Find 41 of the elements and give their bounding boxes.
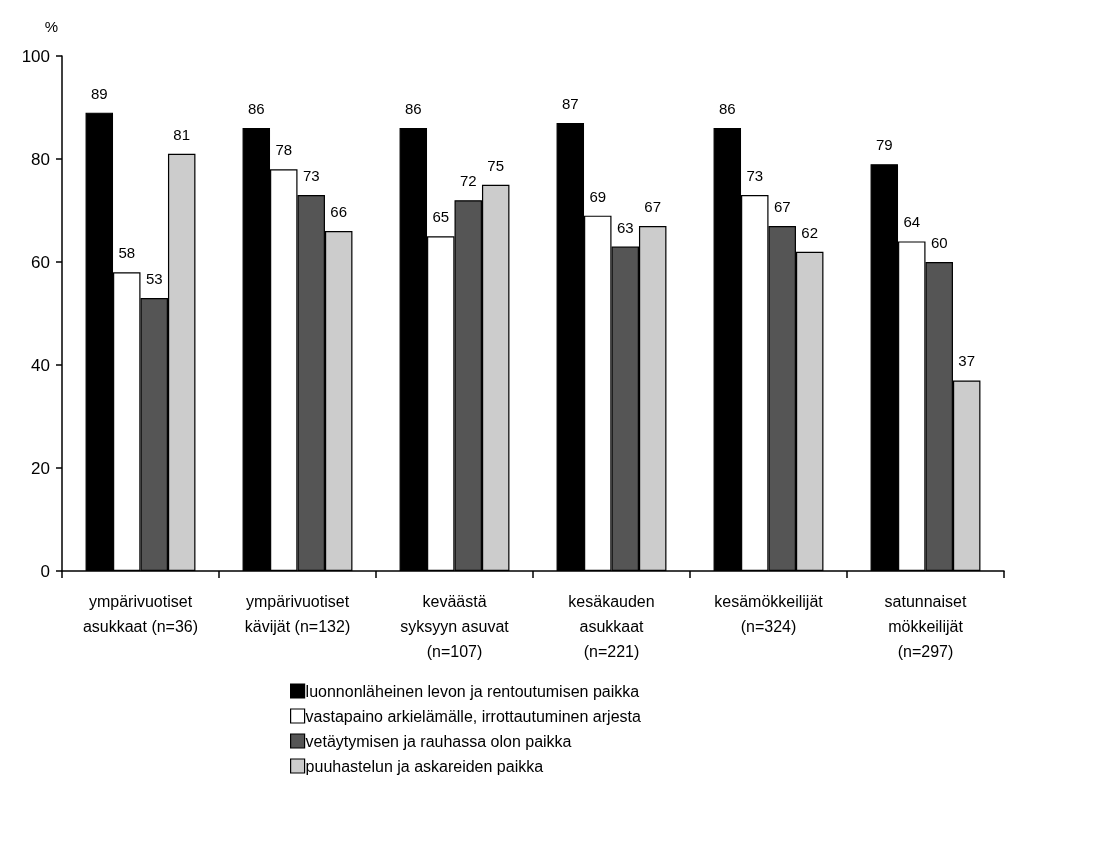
legend-label: vetäytymisen ja rauhassa olon paikka xyxy=(305,732,572,750)
x-tick-label: satunnaiset mökkeilijät (n=297) xyxy=(884,593,967,660)
data-label: 67 xyxy=(773,197,791,215)
y-tick-label: 20 xyxy=(31,458,50,478)
x-tick-label: kesäkauden asukkaat (n=221) xyxy=(568,593,655,660)
data-label: 86 xyxy=(718,100,736,118)
data-label: 87 xyxy=(561,94,579,112)
data-label: 81 xyxy=(173,125,191,143)
data-label: 63 xyxy=(616,218,634,236)
data-label: 64 xyxy=(903,213,921,231)
y-tick-label: 80 xyxy=(31,149,50,169)
data-label: 53 xyxy=(145,270,163,288)
data-label: 89 xyxy=(90,84,108,102)
data-label: 72 xyxy=(459,172,477,190)
data-label: 86 xyxy=(247,100,265,118)
legend-label: puuhastelun ja askareiden paikka xyxy=(305,757,544,775)
y-tick-label: 40 xyxy=(31,355,50,375)
data-label: 58 xyxy=(118,244,136,262)
data-label: 66 xyxy=(330,203,348,221)
legend-label: luonnonläheinen levon ja rentoutumisen paikka xyxy=(305,682,640,700)
data-label: 37 xyxy=(958,352,976,370)
data-label: 67 xyxy=(644,197,662,215)
data-label: 79 xyxy=(875,136,893,154)
y-tick-label: 0 xyxy=(40,561,50,581)
data-label: 60 xyxy=(930,234,948,251)
legend-label: vastapaino arkielämälle, irrottautuminen arjesta xyxy=(305,707,641,725)
data-label: 86 xyxy=(404,100,422,118)
y-tick-label: 100 xyxy=(21,46,50,66)
data-label: 78 xyxy=(275,141,293,159)
y-tick-label: 60 xyxy=(31,252,50,272)
data-label: 62 xyxy=(801,223,819,241)
data-label: 73 xyxy=(302,167,320,185)
data-label: 73 xyxy=(746,167,764,185)
data-label: 75 xyxy=(487,156,505,174)
y-axis-title: % xyxy=(44,18,58,35)
data-label: 69 xyxy=(589,187,607,205)
data-label: 65 xyxy=(432,208,450,226)
x-tick-label: kesämökkeilijät (n=324) xyxy=(714,593,824,635)
x-tick-label: ympärivuotiset kävijät (n=132) xyxy=(244,593,351,635)
x-tick-label: keväästä syksyyn asuvat (n=107) xyxy=(400,593,510,660)
x-tick-label: ympärivuotiset asukkaat (n=36) xyxy=(82,593,199,635)
